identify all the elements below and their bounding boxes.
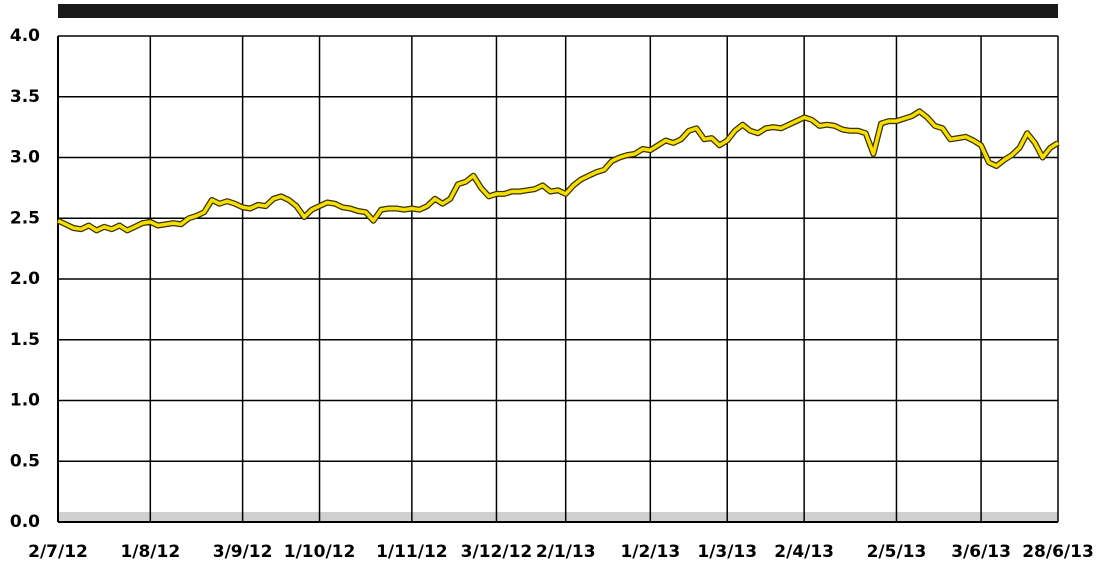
line-outline	[56, 108, 1060, 234]
header-bar	[58, 4, 1058, 18]
y-tick-label: 3.5	[10, 87, 40, 107]
x-tick-label: 1/10/12	[284, 542, 356, 562]
y-tick-label: 3.0	[10, 148, 40, 168]
x-tick-label: 1/3/13	[697, 542, 757, 562]
axis-hatching	[58, 512, 1058, 522]
y-tick-label: 2.0	[10, 269, 40, 289]
x-tick-label: 2/7/12	[28, 542, 88, 562]
x-tick-label: 3/12/12	[461, 542, 533, 562]
x-tick-label: 3/6/13	[951, 542, 1011, 562]
y-tick-label: 4.0	[10, 26, 40, 46]
line	[57, 109, 1059, 233]
x-tick-label: 1/11/12	[376, 542, 448, 562]
y-tick-label: 0.5	[10, 451, 40, 471]
y-tick-label: 1.5	[10, 330, 40, 350]
x-tick-label: 2/1/13	[536, 542, 596, 562]
y-tick-label: 0.0	[10, 512, 40, 532]
x-tick-label: 2/5/13	[867, 542, 927, 562]
x-tick-label: 2/4/13	[774, 542, 834, 562]
x-tick-label: 1/8/12	[120, 542, 180, 562]
x-tick-label: 3/9/12	[213, 542, 273, 562]
x-tick-label: 28/6/13	[1022, 542, 1094, 562]
x-tick-label: 1/2/13	[620, 542, 680, 562]
y-tick-label: 2.5	[10, 208, 40, 228]
y-tick-label: 1.0	[10, 391, 40, 411]
